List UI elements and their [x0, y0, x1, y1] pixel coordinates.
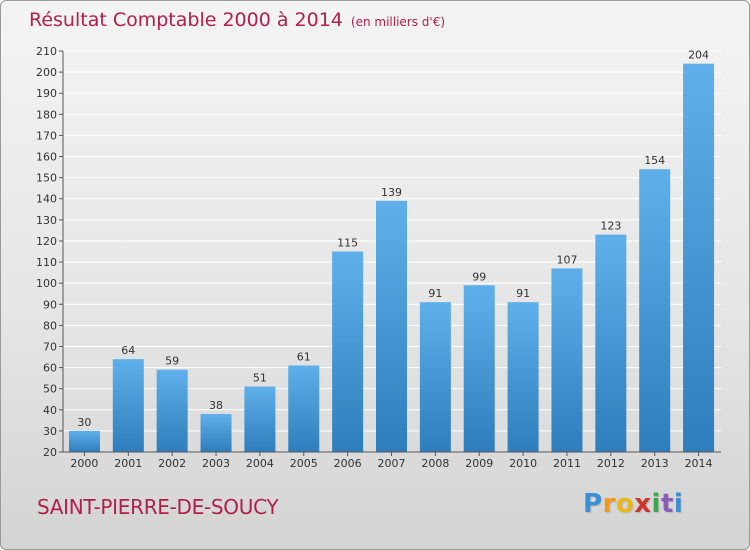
- bar-2012: [595, 234, 627, 452]
- y-tick-label: 140: [36, 193, 57, 206]
- chart-title: Résultat Comptable 2000 à 2014 (en millie…: [29, 9, 445, 31]
- proxiti-logo: Proxiti: [583, 489, 683, 519]
- bar-2010: [507, 302, 539, 452]
- x-tick-label-2009: 2009: [465, 457, 493, 470]
- data-label-2013: 154: [644, 154, 665, 167]
- bar-2008: [419, 302, 451, 452]
- y-tick-label: 120: [36, 235, 57, 248]
- data-label-2008: 91: [428, 287, 442, 300]
- y-tick-label: 110: [36, 256, 57, 269]
- data-label-2012: 123: [600, 220, 621, 233]
- bar-2011: [551, 268, 583, 452]
- title-text: Résultat Comptable 2000 à 2014: [29, 9, 343, 31]
- data-label-2001: 64: [121, 344, 135, 357]
- data-label-2000: 30: [77, 416, 91, 429]
- x-tick-label-2012: 2012: [597, 457, 625, 470]
- data-label-2002: 59: [165, 355, 179, 368]
- bar-2006: [332, 251, 364, 452]
- bar-2002: [156, 369, 188, 452]
- logo-letter: i: [673, 489, 684, 519]
- commune-name: SAINT-PIERRE-DE-SOUCY: [37, 495, 279, 519]
- logo-letter: P: [583, 489, 603, 519]
- bar-2001: [112, 359, 144, 452]
- bars: 30 64 59 38 51 61 115 139 91 99 91 107 123 154 204: [68, 49, 715, 453]
- data-label-2014: 204: [688, 49, 709, 62]
- x-tick-label-2004: 2004: [246, 457, 274, 470]
- y-tick-label: 130: [36, 214, 57, 227]
- data-label-2010: 91: [516, 287, 530, 300]
- x-tick-label-2008: 2008: [421, 457, 449, 470]
- bar-2000: [68, 430, 100, 452]
- bar-2014: [683, 63, 715, 453]
- y-tick-label: 190: [36, 87, 57, 100]
- axes: 20 30 40 50 60 70 80 90 100 110 120 130 140 150 160 170…: [36, 45, 721, 470]
- data-label-2006: 115: [337, 237, 358, 250]
- x-tick-label-2013: 2013: [641, 457, 669, 470]
- y-tick-label: 50: [43, 383, 57, 396]
- title-unit: (en milliers d'€): [350, 15, 446, 29]
- x-tick-label-2005: 2005: [290, 457, 318, 470]
- data-label-2011: 107: [556, 253, 577, 266]
- logo-letter: i: [651, 489, 661, 519]
- y-tick-label: 210: [36, 45, 57, 58]
- x-tick-label-2014: 2014: [685, 457, 713, 470]
- y-tick-label: 80: [43, 319, 57, 332]
- y-tick-label: 20: [43, 446, 57, 459]
- bar-2013: [639, 169, 671, 453]
- y-tick-label: 170: [36, 129, 57, 142]
- data-label-2007: 139: [381, 186, 402, 199]
- data-label-2009: 99: [472, 270, 486, 283]
- bar-2003: [200, 414, 232, 452]
- y-tick-label: 100: [36, 277, 57, 290]
- bar-2004: [244, 386, 276, 452]
- x-tick-label-2003: 2003: [202, 457, 230, 470]
- x-tick-label-2011: 2011: [553, 457, 581, 470]
- y-tick-label: 200: [36, 66, 57, 79]
- y-tick-label: 150: [36, 172, 57, 185]
- y-tick-label: 160: [36, 151, 57, 164]
- y-tick-label: 30: [43, 425, 57, 438]
- x-tick-label-2002: 2002: [158, 457, 186, 470]
- logo-letter: x: [634, 489, 652, 519]
- y-tick-label: 40: [43, 404, 57, 417]
- bar-2007: [376, 200, 407, 452]
- y-tick-label: 70: [43, 340, 57, 353]
- y-tick-label: 180: [36, 108, 57, 121]
- bar-2009: [463, 285, 495, 452]
- bar-2005: [288, 365, 320, 452]
- x-tick-label-2006: 2006: [334, 457, 362, 470]
- x-tick-label-2001: 2001: [114, 457, 142, 470]
- data-label-2003: 38: [209, 399, 223, 412]
- y-tick-label: 90: [43, 298, 57, 311]
- x-tick-label-2010: 2010: [509, 457, 537, 470]
- data-label-2004: 51: [253, 372, 267, 385]
- logo-letter: t: [660, 489, 674, 519]
- y-tick-label: 60: [43, 362, 57, 375]
- logo-letter: r: [602, 489, 616, 519]
- data-label-2005: 61: [297, 350, 311, 363]
- x-tick-label-2007: 2007: [378, 457, 406, 470]
- x-tick-label-2000: 2000: [70, 457, 98, 470]
- logo-letter: o: [615, 489, 635, 519]
